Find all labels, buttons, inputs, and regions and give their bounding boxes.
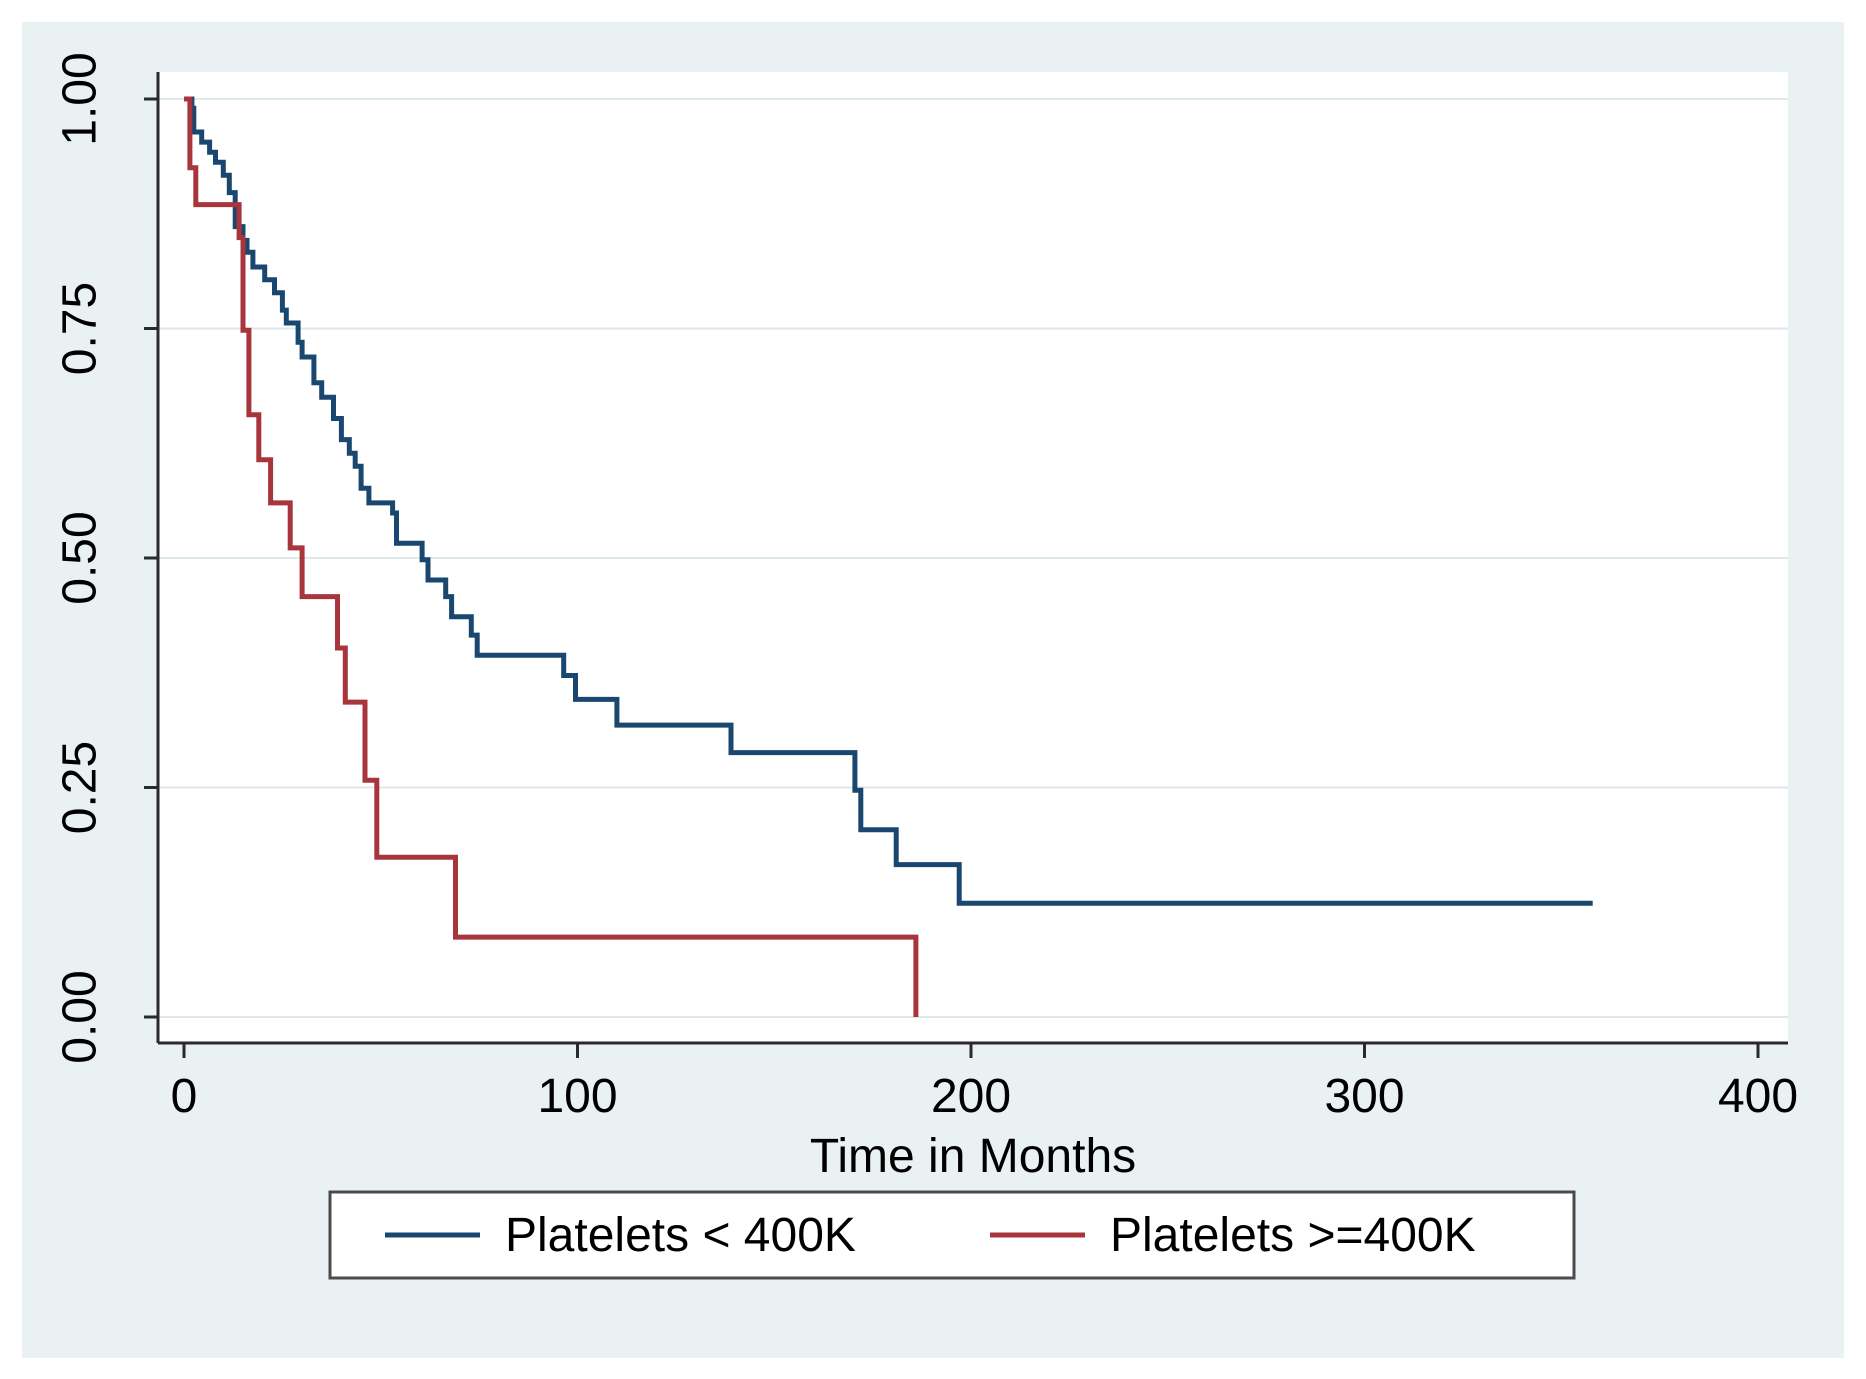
y-tick-label-0.00: 0.00 <box>54 970 107 1063</box>
legend: Platelets < 400K Platelets >=400K <box>328 1190 1576 1280</box>
legend-box <box>328 1190 1576 1280</box>
survival-curves <box>184 96 1593 1017</box>
x-tick-label-0: 0 <box>171 1070 198 1123</box>
survival-curve-platelets-lt-400k <box>184 96 1593 906</box>
y-tick-label-0.75: 0.75 <box>54 282 107 375</box>
x-tick-label-200: 200 <box>931 1070 1011 1123</box>
y-tick-label-0.50: 0.50 <box>54 511 107 604</box>
y-tick-label-1.00: 1.00 <box>54 52 107 145</box>
x-axis-ticks: 0 100 200 300 400 <box>171 1043 1798 1123</box>
y-tick-label-0.25: 0.25 <box>54 741 107 834</box>
x-tick-label-100: 100 <box>537 1070 617 1123</box>
legend-label-platelets-lt-400k: Platelets < 400K <box>505 1209 856 1262</box>
x-tick-label-300: 300 <box>1324 1070 1404 1123</box>
y-axis-ticks: 0.00 0.25 0.50 0.75 1.00 <box>54 52 158 1064</box>
x-tick-label-400: 400 <box>1718 1070 1798 1123</box>
x-axis-title: Time in Months <box>810 1130 1136 1183</box>
survival-curve-platelets-ge-400k <box>184 96 919 1017</box>
legend-label-platelets-ge-400k: Platelets >=400K <box>1110 1209 1476 1262</box>
